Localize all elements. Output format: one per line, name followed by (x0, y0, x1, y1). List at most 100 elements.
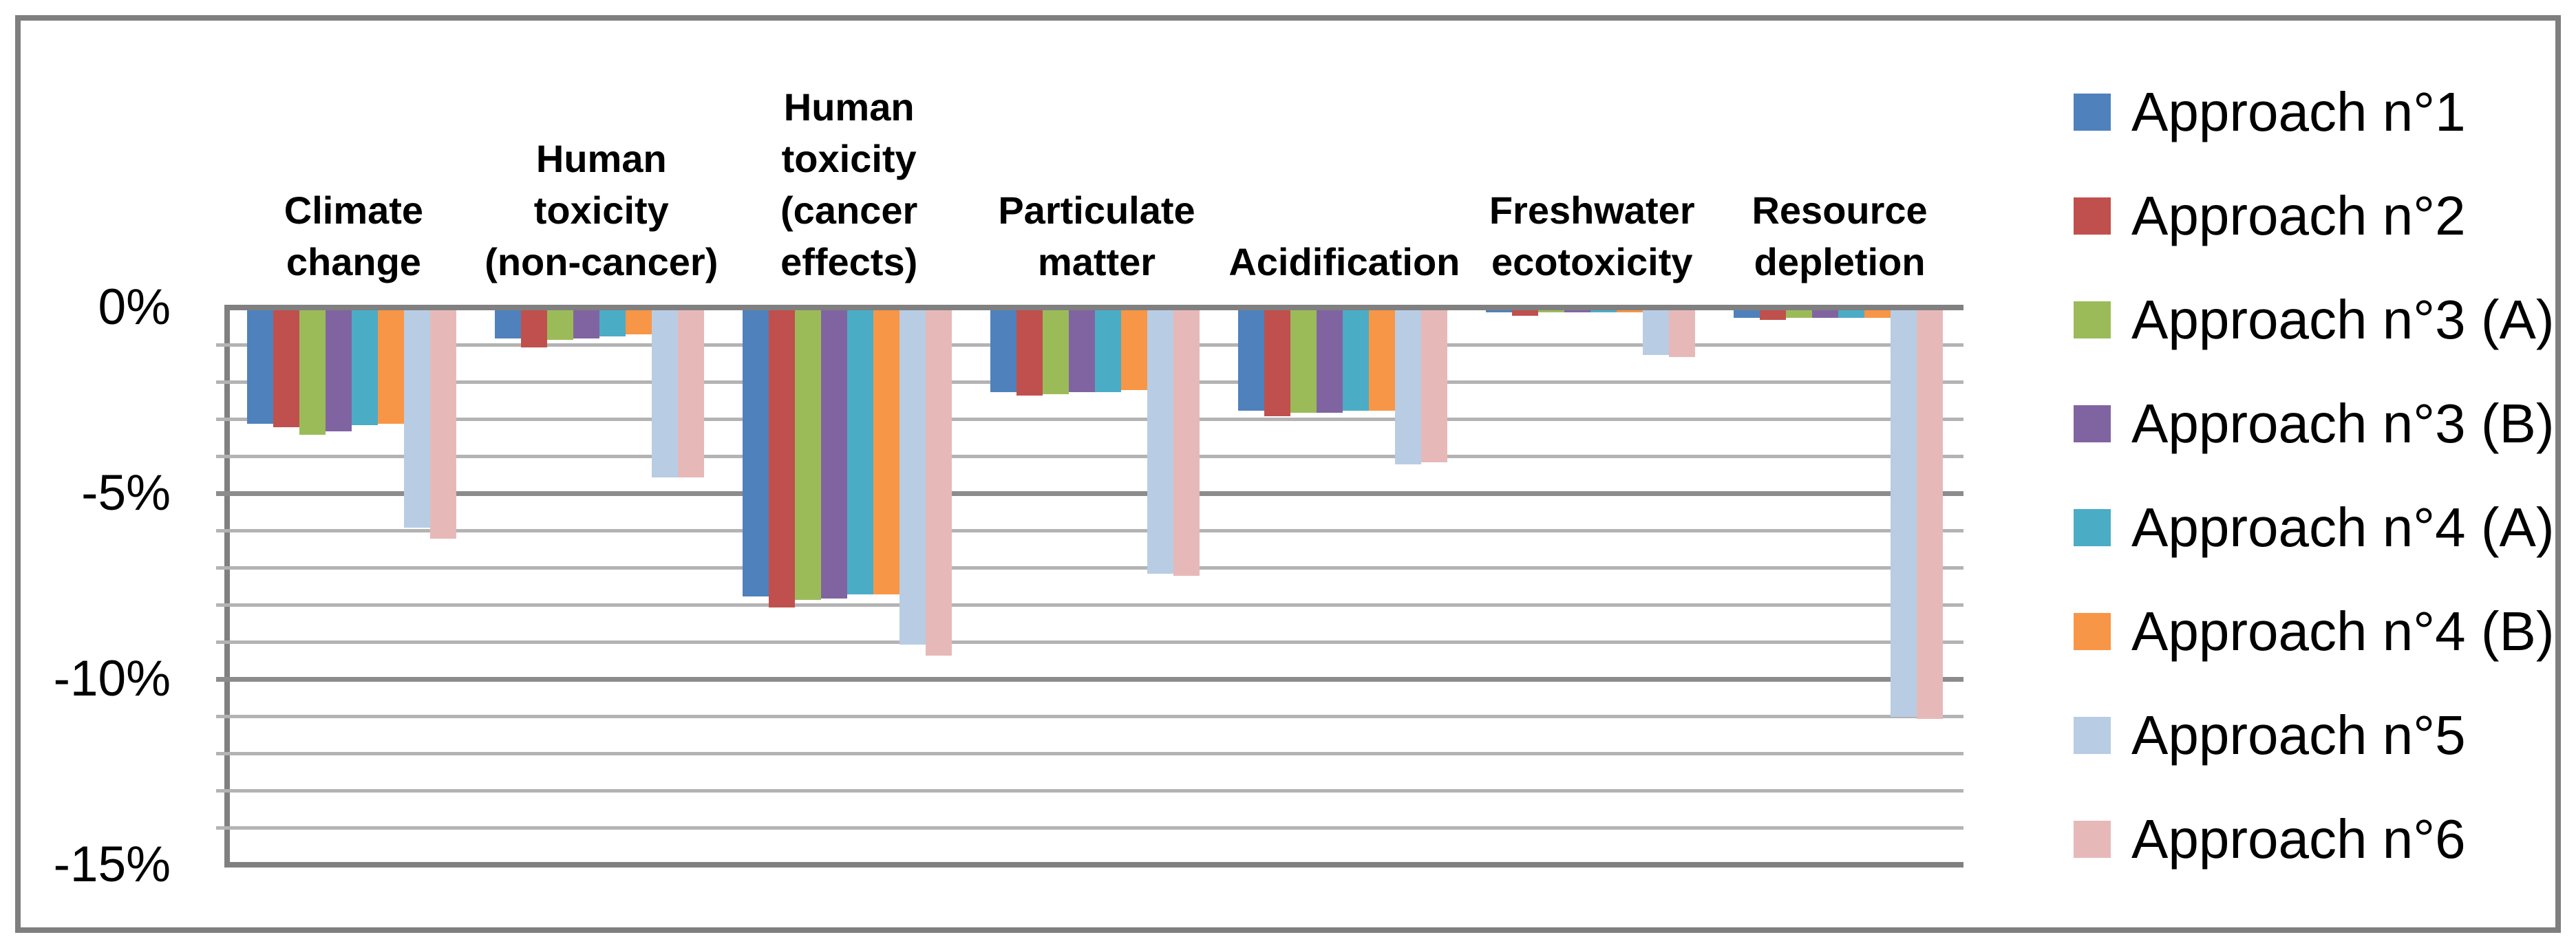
y-tick-label: -5% (81, 465, 171, 521)
y-axis: 0% -5% -10% -15% (0, 0, 171, 948)
legend-swatch (2074, 508, 2111, 546)
category-axis-labels: Climate change Human toxicity (non-cancer… (230, 41, 1963, 289)
category-label: Climate change (284, 188, 424, 283)
gridline-major (216, 491, 1963, 496)
bar (299, 310, 326, 435)
bar (429, 310, 456, 539)
bar (325, 310, 352, 431)
bar (1094, 310, 1121, 392)
bar (625, 310, 652, 334)
y-tick-label: -10% (53, 651, 171, 707)
bar (1394, 310, 1421, 464)
gridline-minor (216, 751, 1963, 755)
bar (794, 310, 821, 600)
bar (1537, 310, 1564, 312)
legend-item: Approach n°3 (A) (2074, 268, 2555, 371)
bar (351, 310, 378, 425)
legend-swatch (2074, 612, 2111, 650)
bar (651, 310, 678, 477)
bar (1642, 310, 1669, 355)
bar (1264, 310, 1290, 416)
legend-label: Approach n°4 (A) (2131, 496, 2555, 558)
bar (1485, 310, 1512, 312)
bar (1616, 310, 1643, 312)
gridline-minor (216, 565, 1963, 570)
legend-label: Approach n°3 (B) (2131, 392, 2555, 454)
bar (520, 310, 547, 347)
legend-label: Approach n°4 (B) (2131, 600, 2555, 662)
category-label: Particulate matter (998, 188, 1195, 283)
y-tick-label: -15% (53, 837, 171, 892)
legend-label: Approach n°3 (A) (2131, 288, 2555, 350)
category-label-cell: Particulate matter (973, 41, 1221, 289)
gridline-minor (216, 454, 1963, 458)
legend-item: Approach n°5 (2074, 683, 2555, 787)
gridline-minor (216, 417, 1963, 421)
bar (677, 310, 704, 477)
gridline-minor (216, 528, 1963, 532)
category-label-cell: Human toxicity (non-cancer) (478, 41, 725, 289)
bar (990, 310, 1016, 392)
legend-item: Approach n°6 (2074, 787, 2555, 891)
legend-swatch (2074, 716, 2111, 754)
bar (1420, 310, 1447, 462)
bar (273, 310, 299, 427)
legend-swatch (2074, 405, 2111, 442)
category-label: Freshwater ecotoxicity (1489, 188, 1695, 283)
bar (1316, 310, 1343, 413)
legend-item: Approach n°4 (B) (2074, 579, 2555, 683)
bar (1838, 310, 1864, 318)
bar (899, 310, 926, 645)
legend-item: Approach n°4 (A) (2074, 475, 2555, 579)
gridline-minor (216, 640, 1963, 644)
bar (1890, 310, 1917, 717)
gridline-minor (216, 603, 1963, 607)
legend-item: Approach n°2 (2074, 164, 2555, 268)
gridline-minor (216, 788, 1963, 793)
bar (1590, 310, 1617, 312)
legend-item: Approach n°3 (B) (2074, 371, 2555, 475)
bar (1759, 310, 1786, 320)
bar (1042, 310, 1069, 394)
category-label: Resource depletion (1752, 188, 1928, 283)
bar (599, 310, 626, 336)
bar (1511, 310, 1538, 316)
category-label-cell: Freshwater ecotoxicity (1468, 41, 1716, 289)
legend: Approach n°1 Approach n°2 Approach n°3 (A)… (2074, 60, 2555, 891)
bar (1016, 310, 1043, 396)
bar (377, 310, 404, 424)
gridline-minor (216, 714, 1963, 718)
bar (1864, 310, 1891, 318)
bar (546, 310, 573, 340)
gridline-minor (216, 826, 1963, 830)
legend-label: Approach n°1 (2131, 80, 2466, 142)
bar (1368, 310, 1395, 411)
category-label: Human toxicity (cancer effects) (780, 85, 918, 283)
bar (847, 310, 873, 594)
legend-swatch (2074, 197, 2111, 235)
bar (403, 310, 430, 528)
y-tick-label: 0% (98, 279, 171, 335)
bar (820, 310, 847, 599)
legend-label: Approach n°6 (2131, 808, 2466, 870)
legend-label: Approach n°5 (2131, 704, 2466, 766)
bar (1564, 310, 1590, 312)
bar (1785, 310, 1812, 318)
category-label: Acidification (1228, 240, 1460, 283)
category-label-cell: Resource depletion (1716, 41, 1963, 289)
category-label-cell: Acidification (1220, 41, 1468, 289)
bar (1068, 310, 1095, 392)
bar (1147, 310, 1173, 574)
legend-swatch (2074, 301, 2111, 338)
category-label-cell: Human toxicity (cancer effects) (725, 41, 973, 289)
bar (1173, 310, 1200, 576)
legend-item: Approach n°1 (2074, 60, 2555, 164)
plot-area (216, 305, 1963, 868)
bar (1120, 310, 1147, 390)
bar (742, 310, 769, 596)
bar (1237, 310, 1264, 411)
bar (573, 310, 599, 338)
gridline-major (216, 676, 1963, 682)
category-label-cell: Climate change (230, 41, 478, 289)
bar (873, 310, 900, 594)
